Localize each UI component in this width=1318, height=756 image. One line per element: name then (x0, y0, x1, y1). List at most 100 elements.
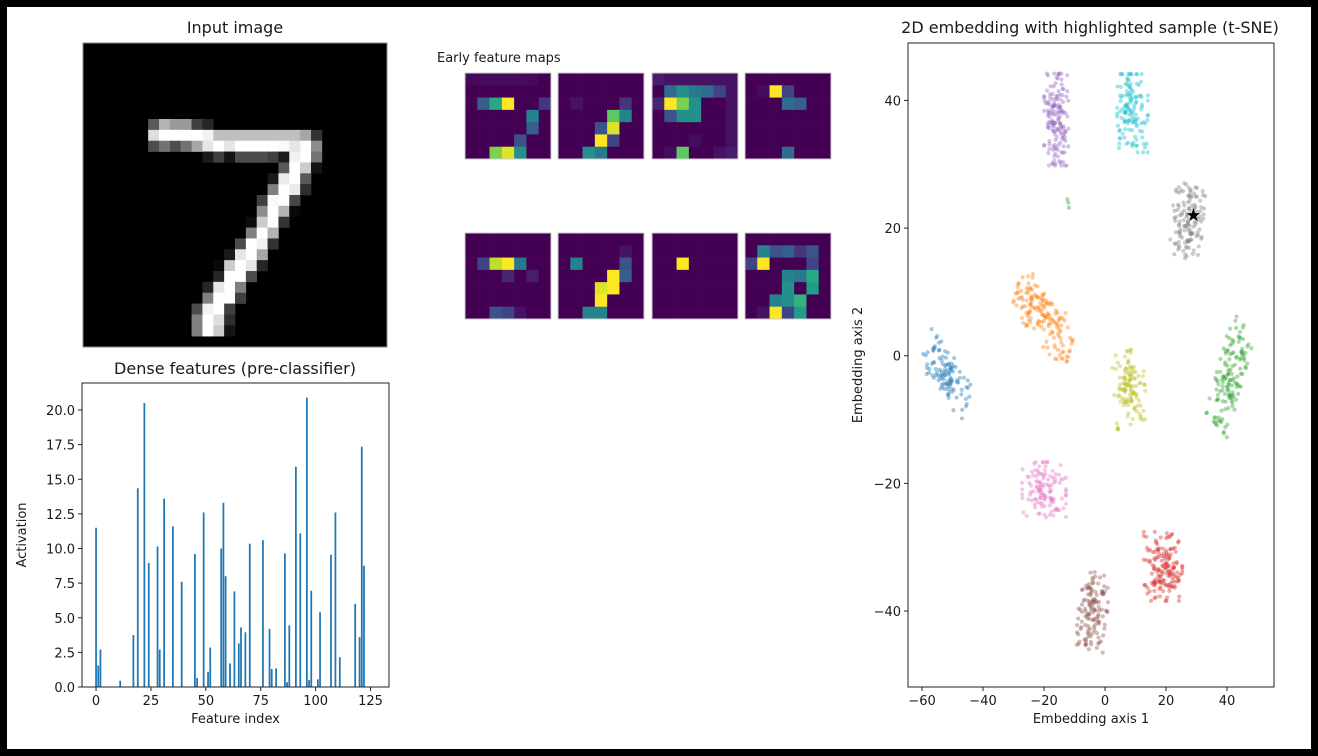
scatter-point (1046, 163, 1052, 168)
scatter-point (1130, 373, 1135, 379)
scatter-point (1123, 387, 1128, 393)
scatter-point (1028, 300, 1034, 306)
scatter-point (1090, 577, 1095, 582)
scatter-point (946, 392, 951, 398)
scatter-point (1124, 93, 1129, 98)
scatter-point (1086, 611, 1091, 617)
scatter-point (1092, 617, 1097, 622)
scatter-point (1140, 135, 1145, 140)
bar-ytick-label: 2.5 (54, 646, 75, 661)
feature-map-cell (652, 245, 665, 258)
scatter-point (1036, 511, 1041, 516)
scatter-point (1049, 482, 1054, 488)
scatter-point (1132, 404, 1137, 410)
scatter-point (1124, 349, 1129, 354)
scatter-point (1230, 390, 1235, 395)
scatter-point (1172, 252, 1177, 257)
scatter-point (1089, 604, 1094, 609)
bar (310, 590, 313, 687)
scatter-point (1113, 353, 1118, 358)
scatter-point (1040, 491, 1045, 496)
input-pixel (245, 271, 258, 283)
input-pixel (289, 162, 301, 174)
scatter-point (1240, 346, 1245, 351)
feature-map-cell (701, 233, 714, 246)
input-pixel (289, 184, 301, 196)
scatter-point (1053, 311, 1058, 316)
feature-map-cell (514, 233, 527, 246)
feature-map-cell (619, 122, 633, 135)
scatter-point (1223, 399, 1228, 404)
scatter-point (1122, 400, 1127, 405)
feature-map-cell (688, 134, 702, 148)
scatter-point (1042, 314, 1048, 319)
scatter-point (1069, 341, 1074, 346)
feature-map-cell (558, 146, 571, 160)
scatter-point (1183, 252, 1188, 257)
scatter-point (1126, 72, 1131, 77)
feature-map-cell (514, 282, 527, 295)
scatter-point (1036, 471, 1041, 476)
input-pixel (245, 249, 258, 261)
scatter-point (1049, 499, 1054, 504)
bar-ytick-label: 7.5 (54, 577, 75, 592)
feature-map-cell (526, 134, 540, 148)
scatter-point (1231, 394, 1236, 399)
feature-map-cell (582, 233, 596, 246)
scatter-point (1153, 538, 1159, 543)
scatter-point (964, 385, 969, 390)
scatter-point (1182, 223, 1187, 229)
input-pixel (267, 216, 279, 228)
scatter-point (1180, 571, 1185, 576)
input-pixel (245, 151, 258, 163)
scatter-point (1036, 318, 1041, 324)
scatter-point (1031, 489, 1036, 494)
scatter-point (1163, 561, 1168, 566)
scatter-point (1089, 642, 1094, 647)
scatter-point (1079, 602, 1085, 607)
scatter-point (1239, 352, 1245, 357)
scatter-point (1227, 357, 1232, 362)
input-pixel (191, 119, 203, 131)
scatter-point (1128, 85, 1133, 90)
scatter-point (1048, 332, 1053, 337)
feature-map-cell (582, 269, 596, 283)
scatter-point (931, 347, 936, 353)
scatter-point (1088, 570, 1093, 575)
scatter-point (1096, 614, 1101, 619)
bar (330, 554, 332, 687)
scatter-point (1139, 72, 1144, 77)
scatter-point (1059, 350, 1064, 355)
feature-map-cell (664, 73, 677, 86)
scatter-point (1173, 549, 1178, 554)
scatter-point (1232, 362, 1238, 367)
scatter-point (1125, 101, 1130, 106)
scatter-point (1127, 94, 1132, 99)
scatter-point (1207, 396, 1212, 401)
scatter-point (1026, 310, 1031, 316)
scatter-point (1129, 399, 1134, 404)
scatter-point (1061, 136, 1066, 142)
feature-map-cell (631, 109, 645, 123)
feature-map-cell (558, 294, 571, 308)
scatter-point (1222, 391, 1227, 396)
bar-xtick-label: 50 (198, 694, 215, 709)
input-pixel (278, 129, 290, 142)
scatter-point (1235, 374, 1240, 379)
input-pixel (213, 129, 225, 142)
scatter-point (1188, 232, 1194, 237)
feature-map-cell (558, 306, 571, 320)
scatter-point (1180, 210, 1185, 216)
scatter-xtick-label: 0 (1101, 694, 1109, 709)
scatter-point (1060, 86, 1066, 92)
scatter-point (1052, 121, 1058, 126)
scatter-point (1045, 88, 1050, 93)
scatter-point (1242, 355, 1247, 361)
scatter-title: 2D embedding with highlighted sample (t-… (901, 18, 1279, 37)
scatter-point (1182, 228, 1187, 233)
scatter-point (1166, 557, 1171, 562)
scatter-point (1094, 645, 1099, 650)
feature-map-cell (538, 282, 552, 295)
scatter-point (1083, 583, 1089, 588)
scatter-point (1133, 370, 1138, 375)
